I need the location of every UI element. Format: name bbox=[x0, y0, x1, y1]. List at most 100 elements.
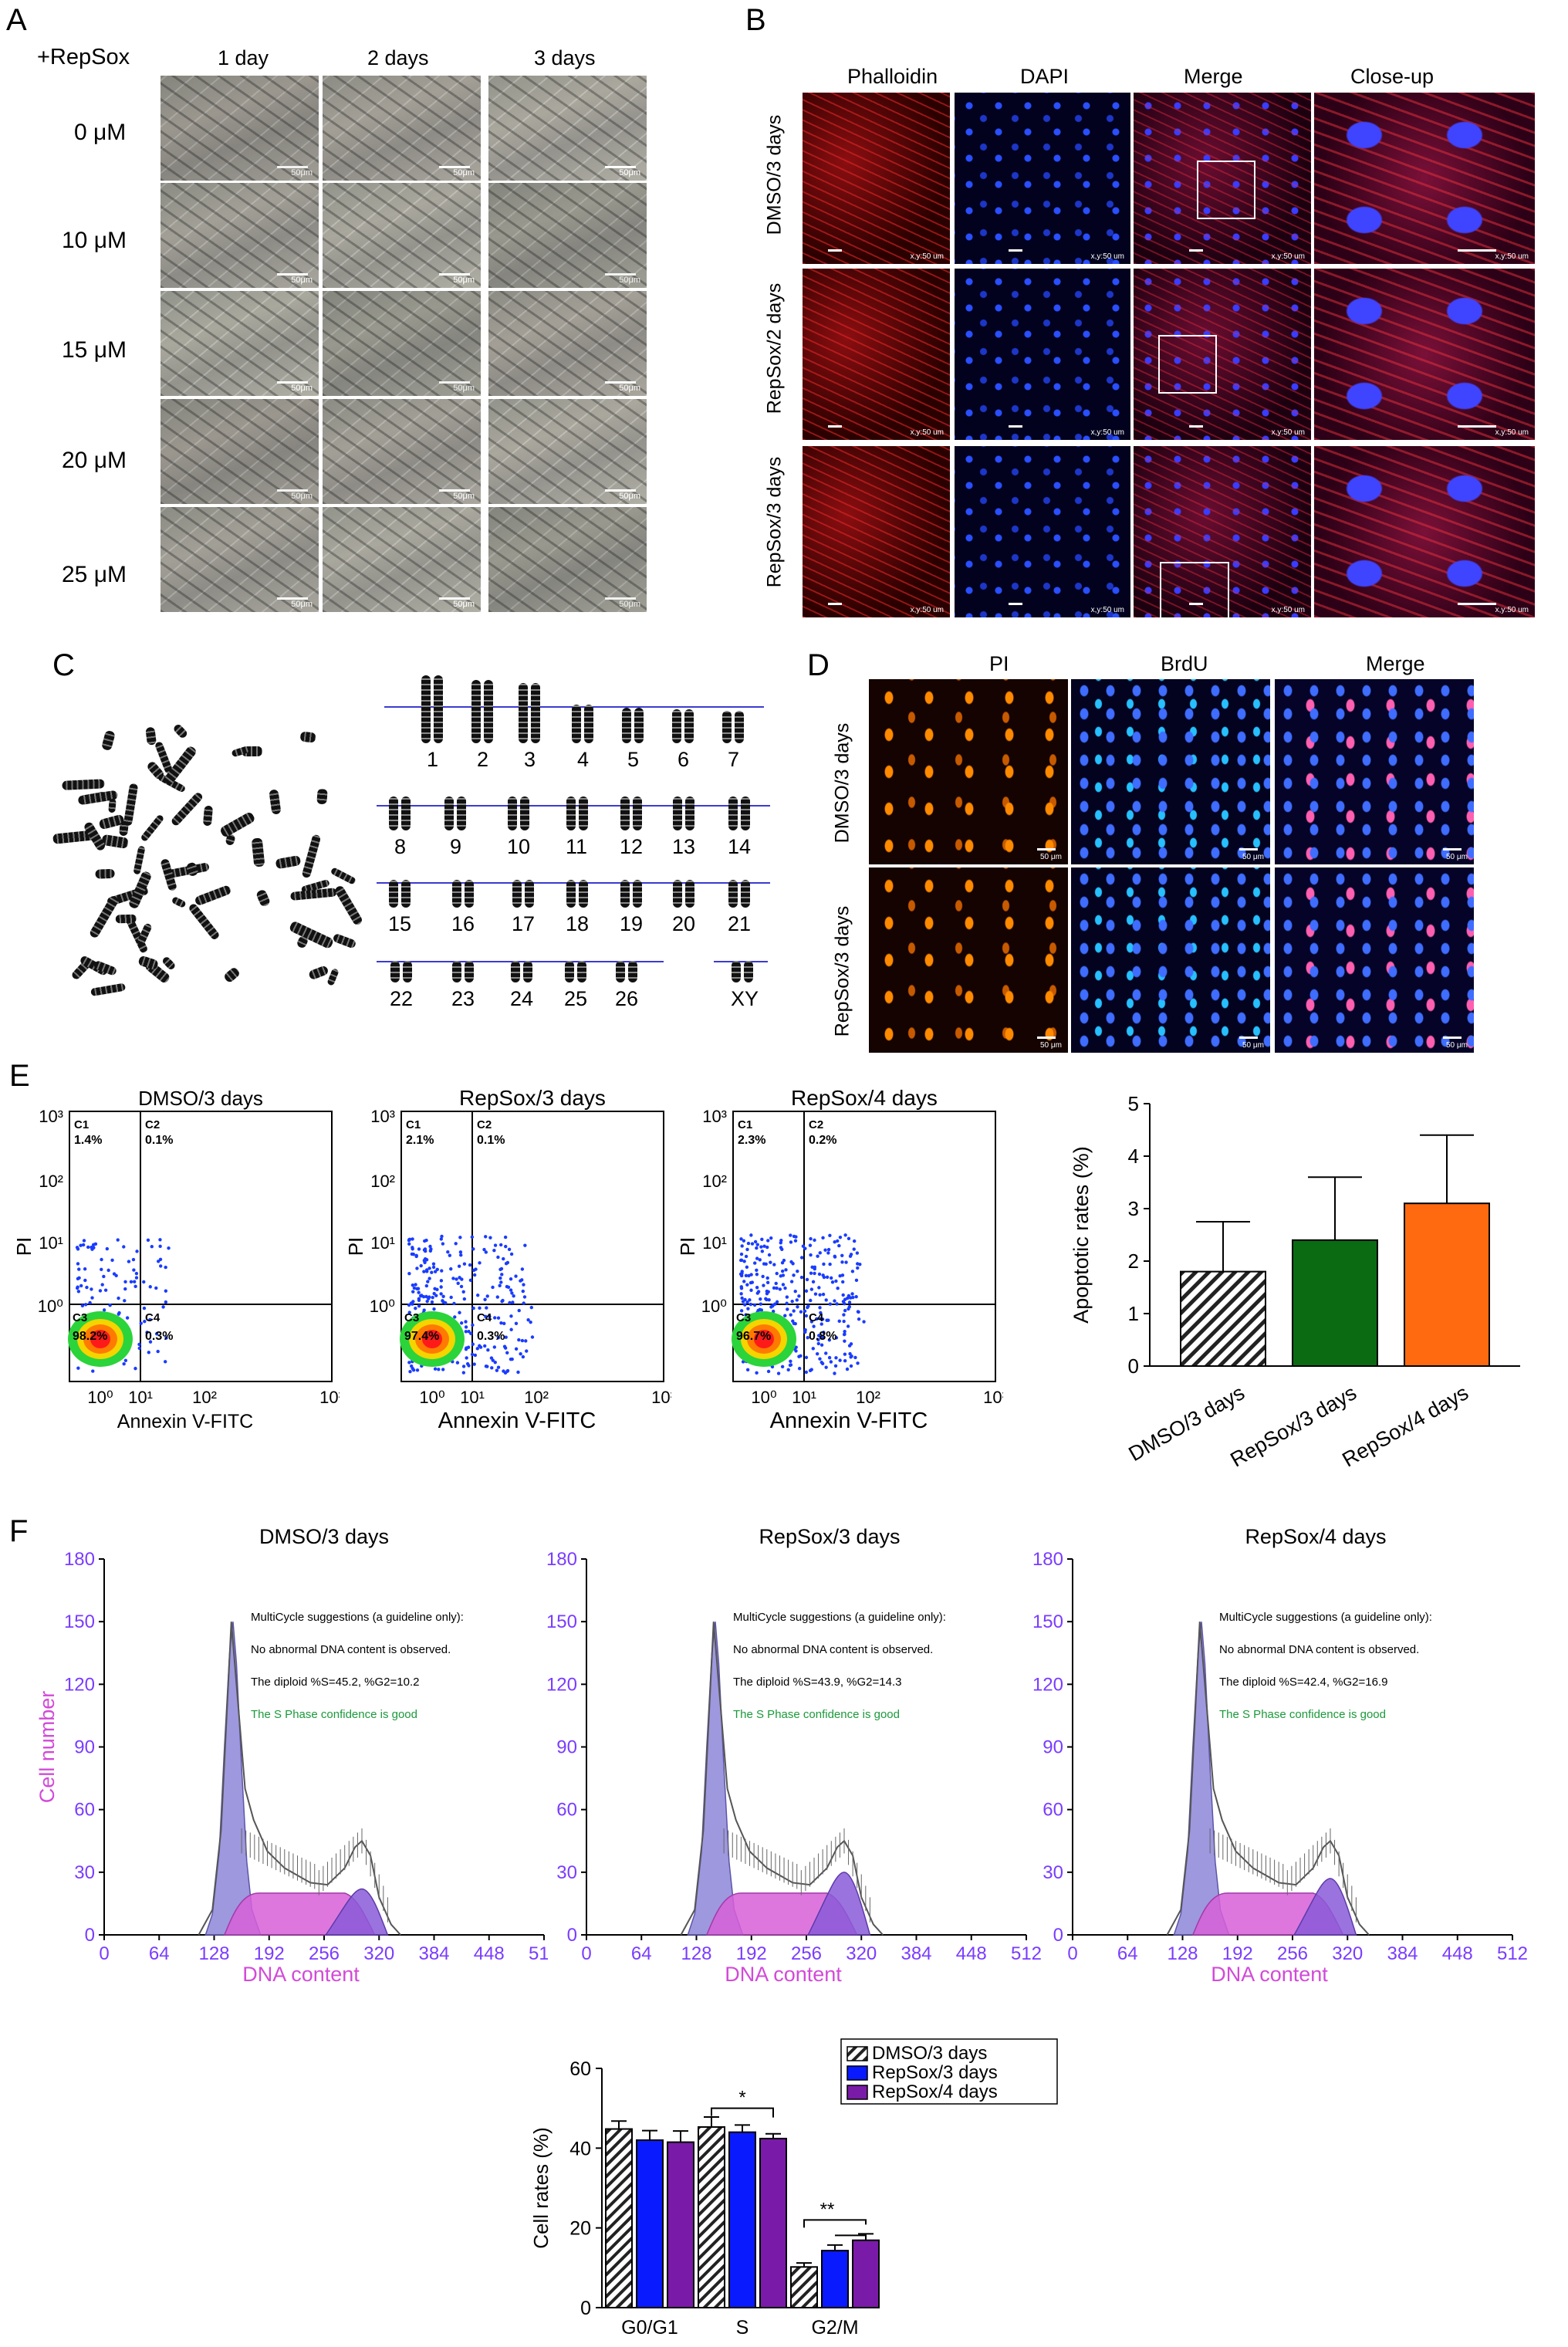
panel-letter-e: E bbox=[9, 1059, 30, 1093]
flow-dot bbox=[748, 1298, 752, 1302]
flow-dot bbox=[793, 1239, 798, 1243]
x-tick-label: 448 bbox=[956, 1943, 987, 1964]
phase-contrast-image: 50μm bbox=[488, 399, 647, 504]
flow-dot bbox=[846, 1324, 850, 1328]
flow-dot bbox=[88, 1300, 92, 1305]
flow-dot bbox=[437, 1368, 441, 1371]
chromosome bbox=[566, 880, 576, 908]
closeup-image: x,y:50 um bbox=[1314, 269, 1535, 440]
flow-dot bbox=[813, 1267, 816, 1271]
flow-dot bbox=[843, 1339, 847, 1343]
flow-dot bbox=[772, 1309, 776, 1314]
flow-dot bbox=[147, 1351, 151, 1354]
flow-dot bbox=[749, 1288, 753, 1292]
flow-dot bbox=[491, 1285, 495, 1290]
flow-dot bbox=[484, 1235, 488, 1239]
flow-dot bbox=[145, 1331, 149, 1334]
flow-dot bbox=[496, 1336, 501, 1340]
scale-bar-label: 50μm bbox=[453, 492, 475, 501]
flow-dot bbox=[459, 1321, 464, 1325]
flow-dot bbox=[755, 1371, 759, 1375]
flow-dot bbox=[842, 1319, 846, 1324]
flow-dot bbox=[484, 1365, 488, 1368]
chromosome bbox=[332, 932, 357, 949]
flow-dot bbox=[502, 1321, 506, 1326]
flow-dot bbox=[103, 1288, 108, 1292]
flow-dot bbox=[158, 1244, 162, 1249]
flow-dot bbox=[439, 1237, 443, 1241]
flow-x-tick: 10³ bbox=[319, 1388, 340, 1407]
chromosome bbox=[290, 888, 338, 901]
chromosome bbox=[452, 961, 461, 982]
flow-dot bbox=[110, 1258, 114, 1263]
flow-dot bbox=[102, 1274, 106, 1279]
flow-dot bbox=[471, 1323, 475, 1327]
flow-dot bbox=[100, 1257, 103, 1262]
chromosome bbox=[457, 796, 466, 830]
flow-dot bbox=[778, 1287, 782, 1291]
flow-dot bbox=[167, 1246, 171, 1250]
flow-dot bbox=[76, 1285, 79, 1289]
flow-dot bbox=[516, 1370, 520, 1375]
flow-dot bbox=[453, 1315, 457, 1319]
flow-dot bbox=[856, 1266, 860, 1270]
flow-dot bbox=[91, 1243, 96, 1247]
flow-dot bbox=[102, 1308, 106, 1312]
col-header-2days: 2 days bbox=[367, 46, 429, 69]
phase-contrast-image: 50μm bbox=[323, 291, 481, 396]
y-tick-label: 120 bbox=[64, 1674, 95, 1695]
legend-swatch bbox=[847, 2046, 868, 2061]
flow-dot bbox=[767, 1253, 772, 1257]
bar-2-2 bbox=[852, 2239, 880, 2308]
flow-dot bbox=[471, 1306, 475, 1310]
flow-dot bbox=[833, 1240, 836, 1244]
y-tick-label: 4 bbox=[1128, 1145, 1139, 1168]
flow-dot bbox=[827, 1338, 832, 1342]
flow-dot bbox=[433, 1270, 438, 1273]
row-label-repsox2: RepSox/2 days bbox=[763, 282, 786, 414]
flow-dot bbox=[117, 1296, 120, 1300]
phase-contrast-image: 50μm bbox=[323, 76, 481, 181]
flow-dot bbox=[746, 1241, 751, 1246]
chromosome-number: 2 bbox=[477, 748, 489, 771]
bar-2 bbox=[1404, 1202, 1490, 1367]
x-tick-label: 512 bbox=[1011, 1943, 1042, 1964]
flow-dot bbox=[819, 1310, 823, 1315]
significance-bracket bbox=[803, 2219, 867, 2228]
flow-dot bbox=[449, 1295, 453, 1300]
flow-dot bbox=[92, 1246, 96, 1250]
flow-dot bbox=[163, 1360, 167, 1364]
flow-dot bbox=[775, 1300, 779, 1304]
chromosome bbox=[508, 796, 517, 830]
flow-dot bbox=[458, 1236, 462, 1239]
chromosome bbox=[170, 791, 204, 827]
chromosome-number: 22 bbox=[390, 987, 414, 1010]
flow-dot bbox=[843, 1359, 847, 1363]
flow-dot bbox=[530, 1335, 535, 1339]
x-tick-label: 448 bbox=[1442, 1943, 1473, 1964]
flow-dot bbox=[464, 1347, 468, 1351]
flow-dot bbox=[137, 1342, 141, 1347]
quadrant-c4: C4 bbox=[145, 1311, 161, 1324]
flow-dot bbox=[511, 1300, 515, 1304]
flow-dot bbox=[779, 1241, 782, 1245]
g1-peak bbox=[687, 1622, 744, 1936]
flow-density-region bbox=[754, 1330, 774, 1348]
flow-dot bbox=[856, 1262, 860, 1266]
scale-bar bbox=[439, 597, 470, 600]
flow-dot bbox=[503, 1235, 508, 1239]
flow-dot bbox=[847, 1344, 852, 1348]
multicycle-line2: No abnormal DNA content is observed. bbox=[1219, 1643, 1419, 1656]
scale-bar-label: x,y:50 um bbox=[910, 606, 944, 614]
flow-dot bbox=[455, 1361, 460, 1365]
flow-y-tick: 10² bbox=[702, 1172, 727, 1191]
flow-dot bbox=[452, 1301, 456, 1306]
flow-dot bbox=[422, 1308, 426, 1312]
flow-dot bbox=[856, 1361, 860, 1365]
flow-dot bbox=[834, 1279, 838, 1283]
flow-dot bbox=[80, 1304, 85, 1308]
flow-dot bbox=[758, 1258, 762, 1262]
flow-dot bbox=[804, 1289, 809, 1293]
closeup-region-box bbox=[1197, 161, 1255, 219]
x-tick-label: 512 bbox=[1497, 1943, 1528, 1964]
